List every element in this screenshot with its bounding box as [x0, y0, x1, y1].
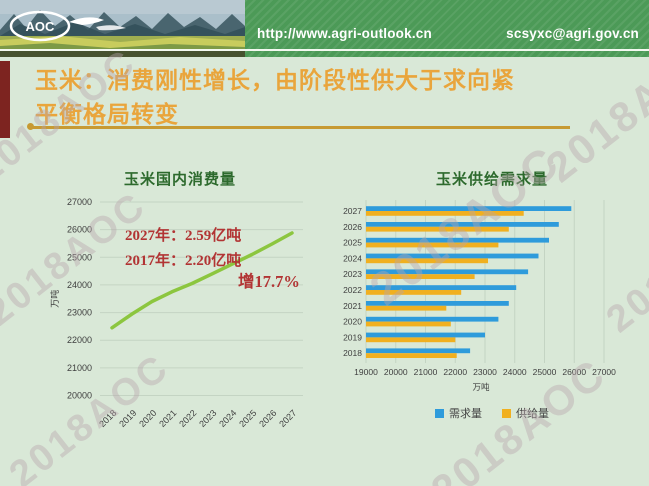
supply-color-swatch — [502, 408, 511, 418]
supply-legend-label: 供给量 — [516, 408, 549, 420]
svg-text:万吨: 万吨 — [49, 290, 60, 308]
svg-text:2026: 2026 — [343, 222, 362, 232]
aoc-logo-swoosh-icon — [69, 17, 104, 25]
svg-text:25000: 25000 — [533, 367, 557, 377]
svg-text:2021: 2021 — [343, 301, 362, 311]
svg-text:2024: 2024 — [343, 253, 362, 263]
svg-text:2024: 2024 — [217, 408, 238, 429]
svg-text:2018: 2018 — [343, 348, 362, 358]
svg-text:2018: 2018 — [97, 408, 118, 429]
svg-text:23000: 23000 — [67, 308, 92, 318]
title-accent-bar — [0, 61, 10, 138]
website-url: http://www.agri-outlook.cn — [257, 26, 432, 41]
svg-text:25000: 25000 — [67, 252, 92, 262]
header-banner: http://www.agri-outlook.cn scsyxc@agri.g… — [245, 0, 649, 57]
svg-text:2026: 2026 — [257, 408, 278, 429]
svg-text:万吨: 万吨 — [472, 382, 490, 392]
svg-text:22000: 22000 — [443, 367, 467, 377]
svg-text:22000: 22000 — [67, 335, 92, 345]
svg-text:21000: 21000 — [414, 367, 438, 377]
svg-text:27000: 27000 — [67, 197, 92, 207]
svg-text:24000: 24000 — [503, 367, 527, 377]
svg-text:24000: 24000 — [67, 280, 92, 290]
annotation-growth-percent: 增17.7% — [238, 272, 300, 291]
svg-text:26000: 26000 — [562, 367, 586, 377]
svg-text:2021: 2021 — [157, 408, 178, 429]
svg-text:2022: 2022 — [343, 285, 362, 295]
svg-text:2020: 2020 — [343, 317, 362, 327]
svg-text:2022: 2022 — [177, 408, 198, 429]
svg-text:21000: 21000 — [67, 363, 92, 373]
consumption-chart-title: 玉米国内消费量 — [123, 171, 236, 188]
svg-text:23000: 23000 — [473, 367, 497, 377]
svg-text:2025: 2025 — [237, 408, 258, 429]
consumption-chart-section: 玉米国内消费量 20000 21000 22000 23000 24000 25000 26… — [30, 160, 330, 450]
header-divider-line — [0, 49, 649, 51]
legend-item-demand: 需求量 — [435, 405, 482, 421]
svg-text:2019: 2019 — [343, 332, 362, 342]
slide-title-line2: 平衡格局转变 — [35, 101, 179, 127]
svg-text:20000: 20000 — [67, 391, 92, 401]
svg-text:27000: 27000 — [592, 367, 616, 377]
supply-demand-bar-chart: 19000 20000 21000 22000 23000 24000 25000 26000… — [343, 200, 616, 392]
annotation-2027-value: 2027年：2.59亿吨 — [125, 228, 242, 244]
slide-title: 玉米：消费刚性增长，由阶段性供大于求向紧 平衡格局转变 — [35, 63, 625, 131]
annotation-2017-value: 2017年：2.20亿吨 — [125, 253, 242, 269]
consumption-line-chart: 20000 21000 22000 23000 24000 25000 26000 27000… — [49, 197, 303, 429]
supply-demand-chart-section: 玉米供给需求量 19000 20000 21000 22000 23000 24000 25… — [335, 160, 649, 460]
aoc-logo-ellipse — [9, 10, 71, 42]
demand-legend-label: 需求量 — [449, 408, 482, 420]
svg-text:2027: 2027 — [277, 408, 298, 429]
contact-email: scsyxc@agri.gov.cn — [506, 26, 639, 41]
demand-color-swatch — [435, 408, 444, 418]
legend-item-supply: 供给量 — [502, 405, 549, 421]
svg-text:2019: 2019 — [117, 408, 138, 429]
supply-demand-chart-title: 玉米供给需求量 — [435, 171, 548, 188]
svg-text:2020: 2020 — [137, 408, 158, 429]
svg-text:26000: 26000 — [67, 225, 92, 235]
chart-legend: 需求量 供给量 — [335, 405, 649, 421]
title-underline — [30, 126, 570, 129]
slide-title-line1: 玉米：消费刚性增长，由阶段性供大于求向紧 — [35, 67, 515, 93]
aoc-logo-text: AOC — [26, 19, 56, 34]
svg-text:20000: 20000 — [384, 367, 408, 377]
svg-text:19000: 19000 — [354, 367, 378, 377]
svg-text:2023: 2023 — [343, 269, 362, 279]
svg-text:2027: 2027 — [343, 206, 362, 216]
svg-text:2023: 2023 — [197, 408, 218, 429]
svg-text:2025: 2025 — [343, 238, 362, 248]
